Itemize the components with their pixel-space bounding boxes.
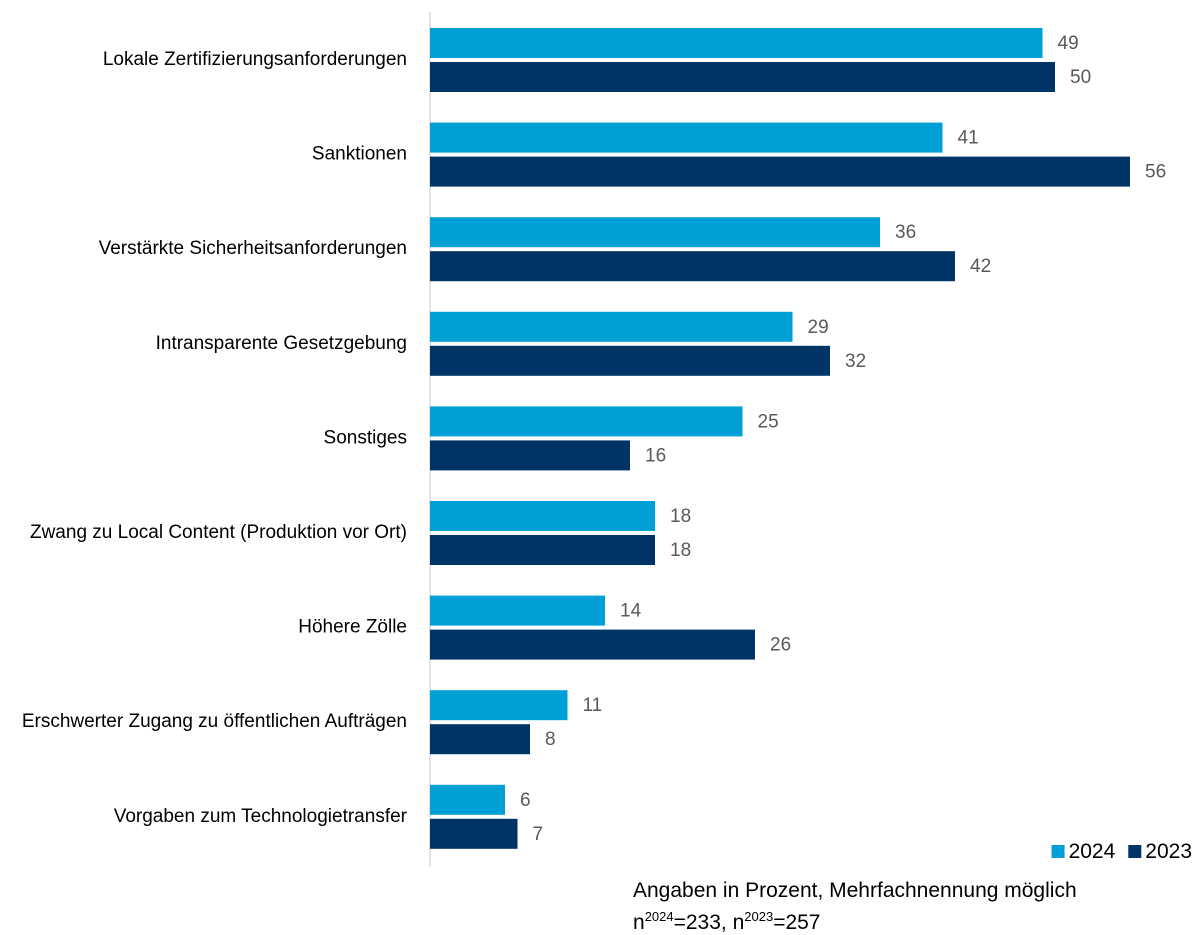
bar [430,156,1130,187]
value-label: 14 [620,601,642,622]
category-label: Höhere Zölle [298,617,407,638]
value-label: 42 [970,256,991,277]
bar [430,251,955,282]
category-label: Sonstiges [324,427,407,448]
bar [430,501,655,531]
category-label: Verstärkte Sicherheitsanforderungen [99,238,407,259]
note: Angaben in Prozent, Mehrfachnennung mögl… [633,879,1077,902]
value-label: 50 [1070,67,1091,88]
bar [430,440,630,471]
bar [430,595,605,626]
sample-note-part: =233, n [674,911,745,934]
value-label: 41 [958,128,979,149]
bar [430,311,793,342]
bar [430,690,568,721]
value-label: 56 [1145,162,1166,183]
value-label: 29 [808,317,829,338]
category-label: Erschwerter Zugang zu öffentlichen Auftr… [22,711,407,732]
bar [430,784,505,815]
bar [430,818,518,849]
value-label: 25 [758,411,779,432]
value-label: 16 [645,445,666,466]
category-label: Vorgaben zum Technologietransfer [114,806,408,827]
category-label: Intransparente Gesetzgebung [156,333,407,354]
bar [430,406,743,437]
value-label: 26 [770,635,791,656]
bar [430,724,530,755]
legend-swatch [1051,845,1065,858]
value-label: 11 [583,695,603,716]
value-label: 49 [1058,33,1079,54]
sample-note: n2024=233, n2023=257 [633,909,821,934]
value-label: 8 [545,729,556,750]
bar [430,122,943,153]
bar [430,217,880,248]
value-label: 32 [845,351,866,372]
sample-note-part: =257 [773,911,820,934]
bar [430,535,655,565]
legend-swatch [1128,845,1142,858]
value-label: 18 [670,540,691,561]
legend-label: 2024 [1069,840,1116,863]
category-label: Sanktionen [312,144,407,165]
value-label: 18 [670,506,691,527]
bar [430,345,830,376]
value-label: 6 [520,790,531,811]
sample-note-part: n [633,911,645,934]
sample-note-part: 2024 [645,909,674,924]
sample-note-part: 2023 [744,909,773,924]
bar [430,28,1043,58]
category-label: Lokale Zertifizierungsanforderungen [103,49,407,70]
value-label: 7 [533,824,544,845]
value-label: 36 [895,222,916,243]
legend-label: 2023 [1145,840,1192,863]
category-label: Zwang zu Local Content (Produktion vor O… [30,522,407,543]
bar [430,629,755,660]
bar [430,62,1055,92]
